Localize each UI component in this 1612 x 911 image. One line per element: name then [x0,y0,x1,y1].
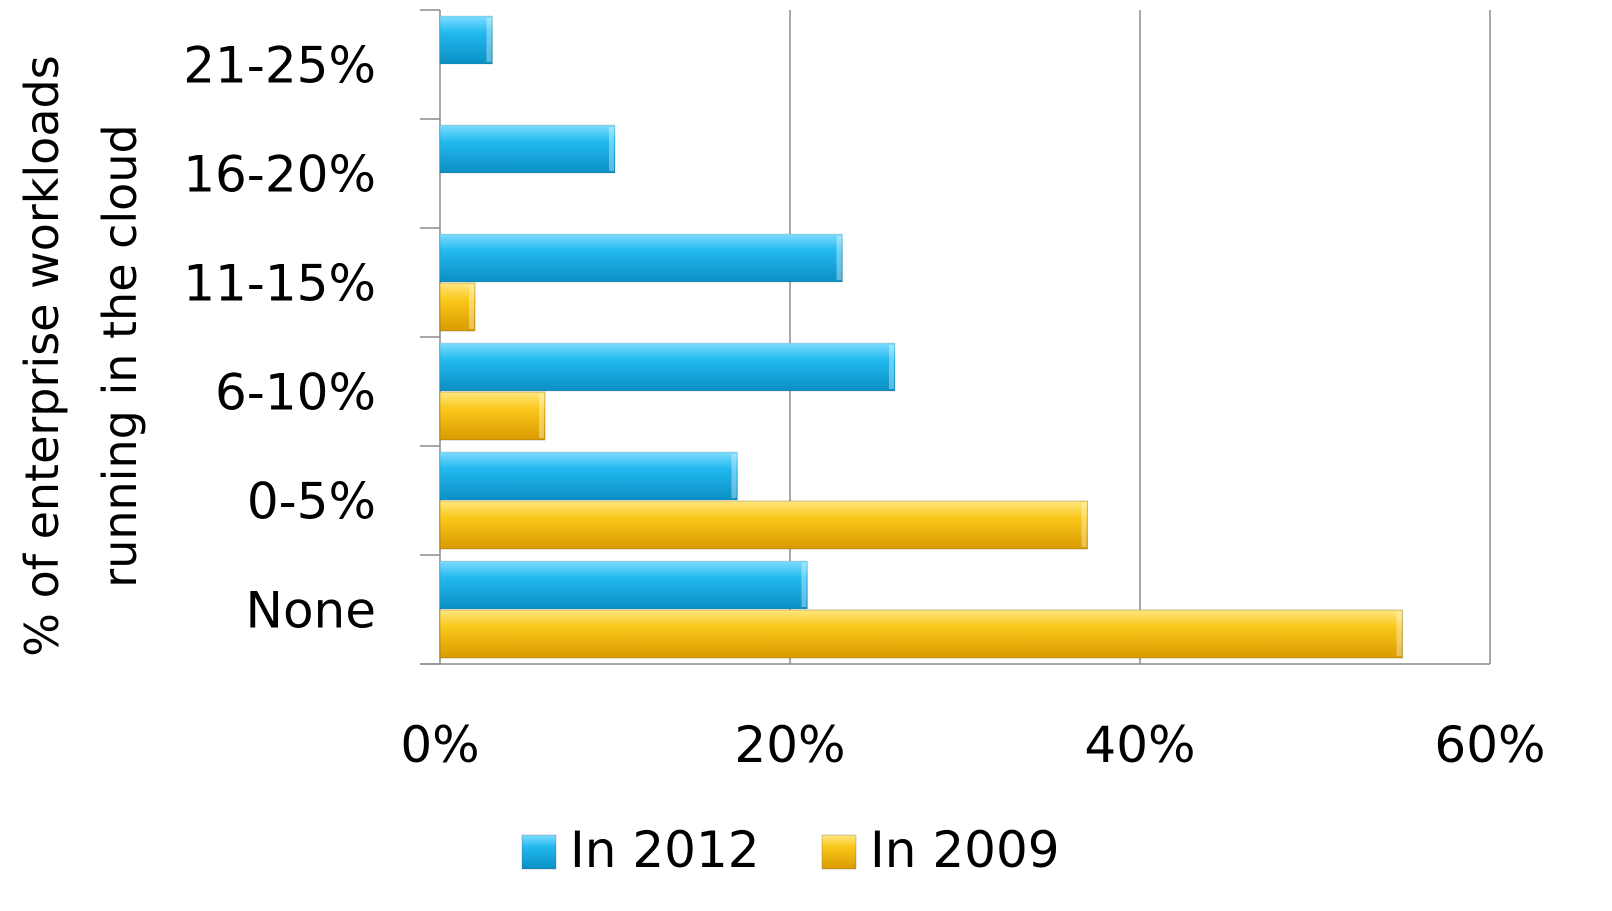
category-label: 21-25% [183,37,376,95]
legend: In 2012 In 2009 [521,821,1060,879]
bar-bevel [539,394,544,438]
y-axis-title: % of enterprise workloads running in the … [15,55,147,656]
legend-swatch-in-2009 [821,834,857,870]
bar-bevel [609,127,614,171]
category-label: 6-10% [215,364,376,422]
axes [420,9,1490,665]
category-label: 11-15% [183,255,376,313]
x-tick-label: 20% [734,716,845,774]
bar-bevel [1396,612,1402,656]
bar-bevel [889,345,894,389]
legend-label: In 2012 [570,821,760,879]
gridlines [789,10,1491,664]
axis-labels: None 0-5% 6-10% 11-15% 16-20% 21-25% 0% 20% 40% 6… [183,37,1545,775]
bar-in-2009-11-15- [439,282,476,332]
category-label: None [246,582,376,640]
bar-bevel [486,18,492,62]
bar-bevel [731,454,737,498]
bars [439,15,1403,659]
legend-swatch-in-2012 [521,834,557,870]
bar-bevel [469,285,474,329]
bar-in-2009-0-5- [439,500,1088,550]
bar-in-2009-6-10- [439,391,546,441]
bar-in-2012-21-25- [439,15,493,65]
x-tick-label: 60% [1434,716,1545,774]
bar-bevel [801,563,807,607]
x-tick-label: 40% [1084,716,1195,774]
bar-in-2012-16-20- [439,124,616,174]
bar-in-2009-none [439,609,1403,659]
bar-bevel [836,236,842,280]
legend-label: In 2009 [870,821,1060,879]
category-label: 16-20% [183,146,376,204]
category-label: 0-5% [247,473,376,531]
y-axis-title-line: running in the cloud [93,124,147,587]
bar-in-2012-6-10- [439,342,896,392]
bar-bevel [1081,503,1087,547]
bar-in-2012-11-15- [439,233,843,283]
x-tick-label: 0% [400,716,479,774]
y-axis-title-line: % of enterprise workloads [15,55,69,656]
bar-in-2012-none [439,560,808,610]
bar-in-2012-0-5- [439,451,738,501]
